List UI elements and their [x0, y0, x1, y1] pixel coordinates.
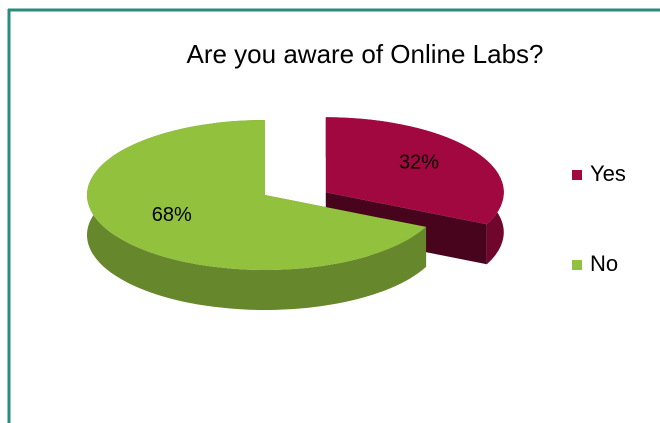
chart-title: Are you aware of Online Labs?	[187, 39, 544, 69]
legend-swatch	[572, 170, 582, 180]
legend-label: No	[590, 251, 618, 276]
pie-slice	[87, 120, 427, 270]
data-label: 68%	[152, 204, 192, 226]
data-label: 32%	[399, 152, 439, 174]
legend-swatch	[572, 260, 582, 270]
pie-slice	[325, 117, 504, 225]
legend-label: Yes	[590, 161, 626, 186]
